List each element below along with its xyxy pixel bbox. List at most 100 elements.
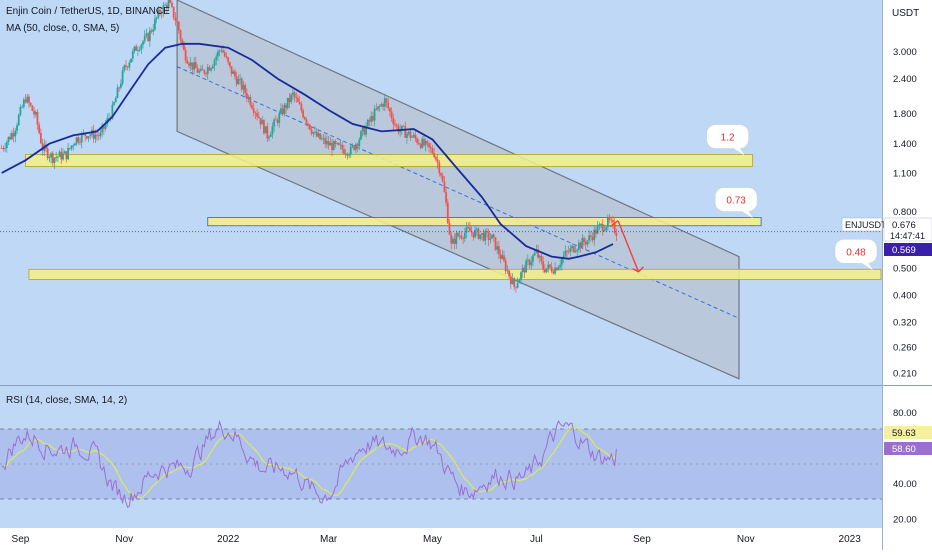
candle-body [545, 268, 548, 273]
candle-body [474, 230, 476, 238]
candle-body [373, 108, 376, 121]
price-tick-label: 0.260 [893, 343, 917, 354]
candle-body [286, 97, 289, 109]
candle-body [601, 223, 604, 232]
candle-body [242, 85, 245, 90]
price-callout-3[interactable]: 0.48 [834, 239, 878, 271]
rsi-value-tag: 59.63 [884, 426, 932, 439]
candle-body [278, 113, 281, 123]
candle-body [28, 96, 30, 103]
support-zone-2[interactable] [207, 217, 762, 227]
candle-body [434, 157, 437, 160]
support-zone-1[interactable] [25, 154, 754, 167]
candle-body [329, 142, 332, 146]
time-tick-label: May [423, 534, 442, 545]
candle-body [201, 68, 204, 71]
candle-body [12, 133, 15, 137]
candle-body [215, 56, 218, 60]
candle-body [63, 151, 66, 154]
price-axis-panel[interactable] [882, 0, 932, 528]
candle-body [79, 142, 81, 143]
candle-body [564, 250, 567, 256]
ma-legend[interactable]: MA (50, close, 0, SMA, 5) [6, 23, 119, 34]
time-axis-panel[interactable] [0, 528, 932, 550]
candle-body [366, 119, 369, 127]
price-callout-1[interactable]: 1.2 [706, 124, 749, 156]
support-zone-3[interactable] [28, 268, 882, 280]
time-tick-label: 2023 [839, 534, 862, 545]
candle-body [593, 229, 596, 241]
candle-body [440, 173, 442, 176]
candle-body [378, 106, 381, 107]
candle-body [68, 147, 71, 149]
candle-body [218, 50, 221, 52]
candle-body [351, 145, 354, 147]
price-tick-label: 0.210 [893, 368, 917, 379]
candle-body [554, 267, 556, 274]
rsi-legend[interactable]: RSI (14, close, SMA, 14, 2) [6, 395, 127, 406]
candle-body [414, 134, 417, 139]
svg-text:59.63: 59.63 [892, 428, 916, 439]
candle-body [479, 234, 482, 239]
time-axis[interactable]: Sep Nov 2022 Mar May Jul Sep Nov 2023 [12, 534, 862, 545]
candle-body [503, 255, 505, 261]
ma-line[interactable] [1, 42, 614, 260]
candle-body [380, 104, 383, 107]
candle-body [467, 227, 470, 228]
candle-body [150, 30, 153, 32]
price-callout-2[interactable]: 0.73 [714, 187, 758, 219]
candle-body [542, 261, 545, 270]
time-tick-label: Nov [115, 534, 133, 545]
candle-body [465, 227, 468, 233]
candle-body [271, 126, 274, 135]
candle-body [555, 267, 558, 271]
candle-body [409, 131, 412, 138]
candle-body [455, 232, 458, 245]
candle-body [334, 141, 337, 144]
candle-body [290, 94, 293, 103]
candle-body [17, 115, 20, 126]
candle-body [261, 120, 264, 125]
candle-body [237, 79, 240, 85]
candle-body [51, 153, 54, 163]
candle-body [458, 235, 461, 237]
symbol-title[interactable]: Enjin Coin / TetherUS, 1D, BINANCE [6, 6, 170, 17]
candle-body [399, 129, 402, 133]
candle-body [547, 264, 550, 269]
price-axis[interactable]: 3.000 2.400 1.800 1.400 1.100 0.800 0.500 0.400… [893, 47, 917, 379]
candle-body [423, 138, 425, 146]
descending-channel[interactable] [176, 0, 740, 380]
candle-body [266, 126, 269, 139]
rsi-ma-line[interactable] [1, 426, 617, 499]
candle-body [121, 70, 124, 84]
candles-group[interactable] [0, 0, 618, 293]
candle-body [518, 279, 521, 284]
candle-body [228, 62, 231, 67]
candle-body [46, 148, 49, 159]
candle-body [317, 133, 320, 137]
candle-body [36, 111, 39, 125]
time-tick-label: Sep [633, 534, 651, 545]
candle-body [293, 92, 296, 98]
candle-body [392, 118, 395, 125]
candle-body [22, 99, 25, 107]
candle-body [295, 97, 298, 99]
candle-body [559, 264, 562, 267]
candle-body [438, 162, 441, 174]
forecast-arrow[interactable] [609, 220, 645, 273]
rsi-line[interactable] [1, 419, 617, 509]
candle-body [567, 251, 570, 253]
candle-body [130, 58, 133, 63]
candle-body [358, 139, 361, 147]
price-tick-label: 0.320 [893, 318, 917, 329]
rsi-tick-label: 20.00 [893, 515, 917, 526]
candle-body [499, 254, 502, 259]
candle-body [589, 235, 592, 237]
candle-body [441, 175, 444, 182]
candle-body [114, 97, 117, 103]
candle-body [356, 144, 359, 147]
candle-body [254, 112, 257, 114]
candle-body [450, 234, 453, 244]
